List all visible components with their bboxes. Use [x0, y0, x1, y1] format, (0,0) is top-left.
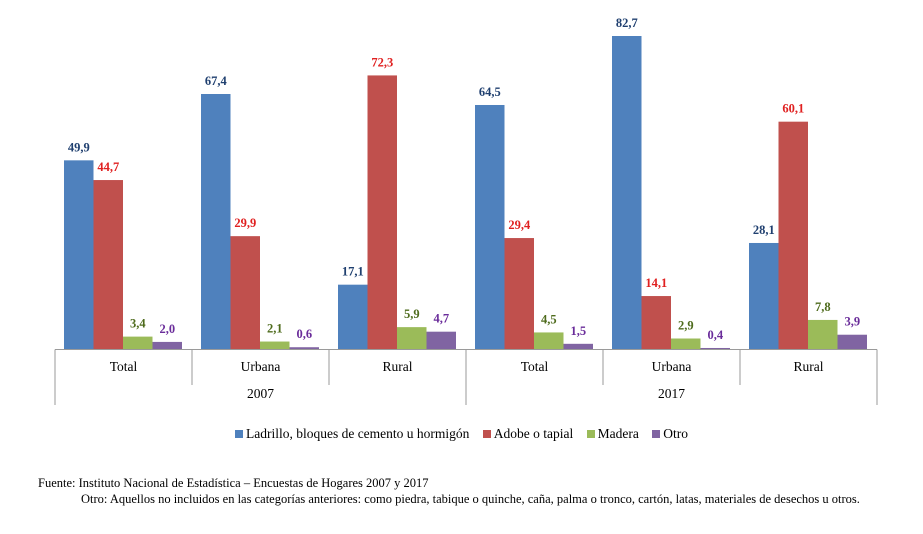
x-tick-label-1-0: Total: [521, 359, 549, 374]
data-label-0-0-0: 49,9: [68, 140, 90, 154]
bar-0-0-3: [152, 341, 182, 350]
other-note: Otro: Aquellos no incluidos en las categ…: [81, 492, 860, 506]
bar-1-2-1: [778, 121, 808, 350]
bar-0-2-3: [426, 331, 456, 350]
data-label-0-1-3: 0,6: [296, 327, 312, 341]
data-label-0-2-2: 5,9: [404, 307, 420, 321]
data-label-0-1-2: 2,1: [267, 322, 283, 336]
bar-1-1-1: [641, 296, 671, 350]
data-label-0-2-1: 72,3: [371, 55, 393, 69]
x-tick-label-0-2: Rural: [383, 359, 413, 374]
legend-item-ladrillo: Ladrillo, bloques de cemento u hormigón: [234, 426, 470, 442]
bar-0-1-3: [289, 347, 319, 350]
x-tick-label-0-1: Urbana: [241, 359, 281, 374]
legend-swatch-adobe: [482, 430, 491, 438]
bar-chart: 49,9 44,7 3,4 2,0 Total 67,4 29,9 2,1 0,6 Urbana 1…: [54, 16, 878, 405]
notes: Fuente: Instituto Nacional de Estadístic…: [38, 475, 910, 507]
x-tick-label-0-0: Total: [110, 359, 138, 374]
legend-label-adobe: Adobe o tapial: [493, 426, 574, 441]
data-label-1-0-1: 29,4: [508, 218, 531, 232]
bar-1-0-1: [504, 238, 534, 350]
x-tick-label-1-1: Urbana: [652, 359, 692, 374]
bar-1-0-2: [534, 332, 564, 350]
data-label-1-1-1: 14,1: [645, 276, 667, 290]
legend-item-adobe: Adobe o tapial: [482, 426, 574, 442]
legend-swatch-otro: [652, 430, 661, 438]
legend-item-madera: Madera: [586, 426, 639, 442]
bar-0-2-0: [338, 284, 368, 350]
legend-swatch-madera: [586, 430, 595, 438]
data-label-1-2-3: 3,9: [844, 315, 860, 329]
bar-1-2-3: [837, 334, 867, 350]
legend-swatch-ladrillo: [234, 430, 243, 438]
bar-0-0-2: [123, 336, 153, 350]
legend-label-otro: Otro: [663, 426, 689, 441]
group-label-0: 2007: [247, 386, 274, 401]
data-label-0-2-3: 4,7: [433, 312, 449, 326]
bar-0-2-1: [367, 75, 397, 350]
data-label-0-2-0: 17,1: [342, 265, 364, 279]
legend: Ladrillo, bloques de cemento u hormigón …: [0, 426, 923, 442]
bar-0-1-2: [260, 341, 290, 350]
bar-0-1-0: [201, 93, 231, 350]
bar-1-2-0: [749, 242, 779, 350]
bar-0-1-1: [230, 236, 260, 350]
bar-1-0-0: [475, 104, 505, 350]
data-label-0-1-1: 29,9: [234, 216, 256, 230]
source-note: Fuente: Instituto Nacional de Estadístic…: [38, 476, 429, 490]
x-tick-label-1-2: Rural: [794, 359, 824, 374]
data-label-0-0-2: 3,4: [130, 317, 146, 331]
data-label-1-0-2: 4,5: [541, 312, 557, 326]
legend-item-otro: Otro: [652, 426, 688, 442]
data-label-1-2-1: 60,1: [782, 102, 804, 116]
data-label-1-0-3: 1,5: [570, 324, 586, 338]
data-label-1-2-2: 7,8: [815, 300, 831, 314]
data-label-1-2-0: 28,1: [753, 223, 775, 237]
data-label-1-0-0: 64,5: [479, 85, 501, 99]
bar-1-2-2: [808, 319, 838, 350]
legend-label-ladrillo: Ladrillo, bloques de cemento u hormigón: [245, 426, 470, 441]
bar-0-0-0: [64, 160, 94, 350]
data-label-1-1-0: 82,7: [616, 16, 638, 30]
data-label-1-1-3: 0,4: [707, 328, 723, 342]
data-label-1-1-2: 2,9: [678, 319, 694, 333]
data-label-0-0-3: 2,0: [159, 322, 175, 336]
group-label-1: 2017: [658, 386, 685, 401]
bar-1-1-3: [700, 347, 730, 350]
bar-1-1-0: [612, 36, 642, 350]
bar-1-0-3: [563, 343, 593, 350]
bar-1-1-2: [671, 338, 701, 350]
data-label-0-0-1: 44,7: [97, 160, 119, 174]
bar-0-0-1: [93, 180, 123, 350]
bar-0-2-2: [397, 327, 427, 350]
legend-label-madera: Madera: [597, 426, 639, 441]
data-label-0-1-0: 67,4: [205, 74, 228, 88]
